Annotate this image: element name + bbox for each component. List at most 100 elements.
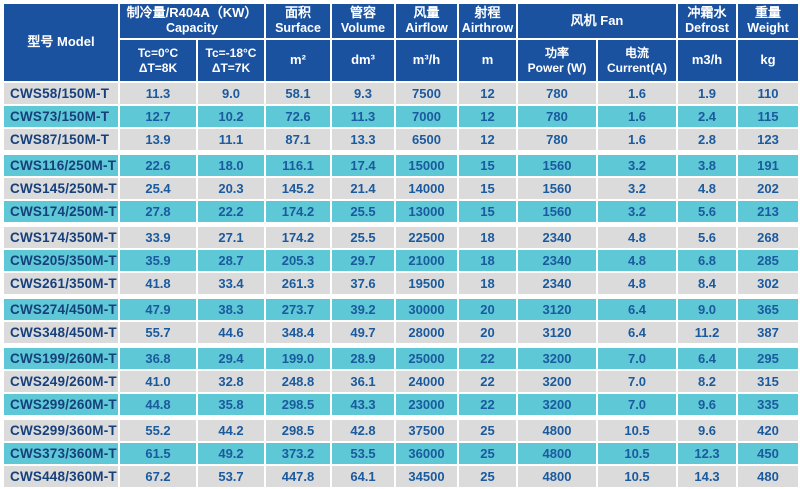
cell-fan-power: 1560 (516, 199, 598, 227)
table-row: CWS87/150M-T 13.9 11.1 87.1 13.3 6500 12 780 1.6… (2, 127, 800, 155)
cell-airflow: 13000 (394, 199, 459, 227)
cell-weight: 480 (736, 464, 800, 489)
cell-volume: 49.7 (330, 320, 396, 348)
table-body: CWS58/150M-T 11.3 9.0 58.1 9.3 7500 12 780 1.6 1.… (2, 81, 800, 489)
cell-capacity-tc18: 11.1 (196, 127, 266, 155)
cell-airflow: 24000 (394, 369, 459, 394)
header-airthrow-zh: 射程 (474, 5, 501, 21)
header-capacity-tc0: Tc=0°C ΔT=8K (118, 38, 198, 83)
cell-fan-current: 6.4 (595, 320, 679, 348)
cell-fan-current: 3.2 (595, 151, 679, 178)
cell-fan-power: 3200 (516, 392, 598, 420)
cell-fan-current: 10.5 (595, 416, 679, 443)
header-defrost: 冲霜水 Defrost (676, 2, 739, 40)
header-weight-zh: 重量 (755, 5, 782, 21)
cell-airflow: 37500 (394, 416, 459, 443)
header-airflow-en: Airflow (405, 21, 448, 36)
cell-model: CWS261/350M-T (2, 271, 120, 299)
table-row: CWS199/260M-T 36.8 29.4 199.0 28.9 25000 22 320… (2, 344, 800, 371)
cell-airflow: 7000 (394, 104, 459, 129)
header-surface-zh: 面积 (284, 5, 311, 21)
header-fan-power: 功率 Power (W) (516, 38, 598, 83)
cell-capacity-tc0: 35.9 (118, 248, 198, 273)
header-airthrow-en: Airthrow (461, 21, 514, 36)
header-defrost-zh: 冲霜水 (687, 5, 727, 21)
cell-airflow: 28000 (394, 320, 459, 348)
cell-fan-power: 2340 (516, 271, 598, 299)
cell-surface: 248.8 (264, 369, 332, 394)
cell-volume: 29.7 (330, 248, 396, 273)
cell-airthrow: 18 (457, 248, 518, 273)
cell-capacity-tc0: 33.9 (118, 223, 198, 250)
cell-model: CWS299/260M-T (2, 392, 120, 420)
header-defrost-en: Defrost (685, 21, 729, 36)
table-row: CWS58/150M-T 11.3 9.0 58.1 9.3 7500 12 780 1.6 1.… (2, 81, 800, 106)
header-airflow-zh: 风量 (413, 5, 440, 21)
cell-volume: 21.4 (330, 176, 396, 201)
cell-capacity-tc18: 44.6 (196, 320, 266, 348)
cell-defrost: 2.8 (676, 127, 739, 155)
cell-capacity-tc0: 61.5 (118, 441, 198, 466)
cell-weight: 213 (736, 199, 800, 227)
header-volume-en: Volume (340, 21, 386, 36)
cell-surface: 58.1 (264, 81, 332, 106)
cell-defrost: 9.0 (676, 295, 739, 322)
cell-airthrow: 12 (457, 127, 518, 155)
cell-model: CWS249/260M-T (2, 369, 120, 394)
table-row: CWS116/250M-T 22.6 18.0 116.1 17.4 15000 15 156… (2, 151, 800, 178)
cell-capacity-tc0: 41.8 (118, 271, 198, 299)
cell-model: CWS58/150M-T (2, 81, 120, 106)
cell-airflow: 30000 (394, 295, 459, 322)
cell-airflow: 25000 (394, 344, 459, 371)
header-fan-current: 电流 Current(A) (595, 38, 679, 83)
cell-fan-power: 4800 (516, 464, 598, 489)
cell-fan-current: 3.2 (595, 176, 679, 201)
cell-fan-current: 4.8 (595, 223, 679, 250)
header-fan-group: 风机 Fan (515, 2, 679, 40)
cell-volume: 36.1 (330, 369, 396, 394)
cell-capacity-tc0: 55.2 (118, 416, 198, 443)
header-surface: 面积 Surface (264, 2, 332, 40)
table-row: CWS274/450M-T 47.9 38.3 273.7 39.2 30000 20 312… (2, 295, 800, 322)
cell-airthrow: 25 (457, 464, 518, 489)
cell-surface: 261.3 (264, 271, 332, 299)
table-row: CWS373/360M-T 61.5 49.2 373.2 53.5 36000 25 480… (2, 441, 800, 466)
cell-airthrow: 18 (457, 271, 518, 299)
cell-airthrow: 18 (457, 223, 518, 250)
cell-fan-power: 3120 (516, 295, 598, 322)
cell-model: CWS274/450M-T (2, 295, 120, 322)
cell-fan-current: 6.4 (595, 295, 679, 322)
cell-surface: 87.1 (264, 127, 332, 155)
cell-airthrow: 22 (457, 344, 518, 371)
cell-airflow: 22500 (394, 223, 459, 250)
cell-model: CWS87/150M-T (2, 127, 120, 155)
cell-airthrow: 15 (457, 199, 518, 227)
header-tc0-line2: ΔT=8K (138, 60, 178, 75)
header-tc18-line1: Tc=-18°C (205, 45, 257, 60)
cell-airthrow: 25 (457, 416, 518, 443)
cell-defrost: 9.6 (676, 416, 739, 443)
cell-weight: 202 (736, 176, 800, 201)
cell-volume: 17.4 (330, 151, 396, 178)
cell-fan-current: 4.8 (595, 271, 679, 299)
cell-capacity-tc0: 44.8 (118, 392, 198, 420)
cell-fan-power: 4800 (516, 441, 598, 466)
cell-airflow: 19500 (394, 271, 459, 299)
cell-volume: 11.3 (330, 104, 396, 129)
cell-weight: 285 (736, 248, 800, 273)
cell-fan-power: 780 (516, 127, 598, 155)
cell-defrost: 12.3 (676, 441, 739, 466)
cell-capacity-tc18: 49.2 (196, 441, 266, 466)
cell-capacity-tc18: 53.7 (196, 464, 266, 489)
cell-airthrow: 22 (457, 392, 518, 420)
cell-fan-power: 4800 (516, 416, 598, 443)
cell-capacity-tc18: 35.8 (196, 392, 266, 420)
cell-defrost: 2.4 (676, 104, 739, 129)
header-surface-en: Surface (275, 21, 321, 36)
cell-weight: 191 (736, 151, 800, 178)
cell-fan-current: 10.5 (595, 464, 679, 489)
cell-fan-current: 1.6 (595, 104, 679, 129)
header-volume-zh: 管容 (349, 5, 376, 21)
cell-defrost: 14.3 (676, 464, 739, 489)
